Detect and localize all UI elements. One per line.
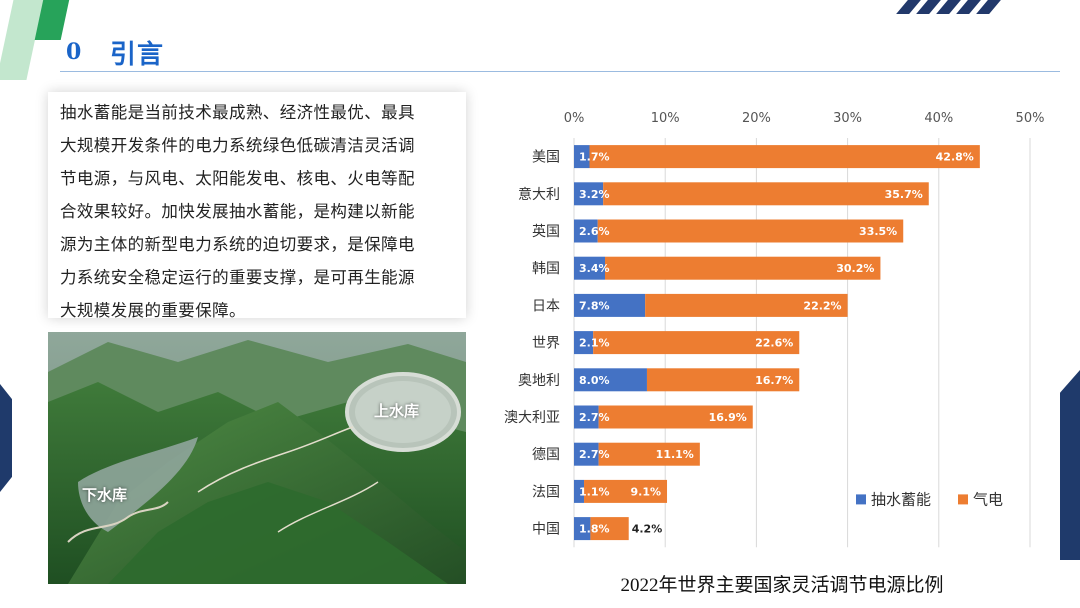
bar-gas bbox=[603, 182, 929, 206]
category-label: 法国 bbox=[532, 484, 560, 500]
category-label: 意大利 bbox=[518, 186, 560, 203]
legend-swatch-gas bbox=[958, 494, 968, 505]
legend-swatch-pumped-storage bbox=[856, 494, 866, 505]
upper-reservoir-label: 上水库 bbox=[374, 402, 420, 420]
decor-stripe-light bbox=[0, 0, 46, 80]
decor-left-bar bbox=[0, 384, 12, 492]
category-label: 奥地利 bbox=[518, 372, 560, 389]
bar-pumped-storage bbox=[574, 517, 591, 541]
data-label-gas: 33.5% bbox=[859, 225, 897, 238]
bar-pumped-storage bbox=[574, 182, 604, 206]
bar-gas bbox=[645, 293, 848, 317]
bar-gas bbox=[646, 368, 800, 392]
data-label-gas: 9.1% bbox=[631, 485, 662, 498]
data-label-pumped-storage: 1.8% bbox=[579, 523, 610, 536]
bar-pumped-storage bbox=[574, 145, 590, 169]
category-label: 英国 bbox=[532, 223, 560, 240]
data-label-gas: 22.6% bbox=[755, 337, 793, 350]
category-label: 中国 bbox=[532, 522, 560, 538]
bar-pumped-storage bbox=[574, 256, 606, 280]
intro-paragraph: 抽水蓄能是当前技术最成熟、经济性最优、最具 大规模开发条件的电力系统绿色低碳清洁… bbox=[60, 96, 454, 327]
section-number: 0 bbox=[66, 39, 82, 65]
category-label: 世界 bbox=[532, 336, 560, 352]
bar-pumped-storage bbox=[574, 368, 647, 392]
x-tick-label: 20% bbox=[742, 111, 771, 126]
intro-line: 源为主体的新型电力系统的迫切要求，是保障电 bbox=[60, 235, 415, 254]
category-label: 日本 bbox=[532, 298, 560, 314]
data-label-pumped-storage: 2.1% bbox=[579, 337, 610, 350]
data-label-gas: 22.2% bbox=[803, 299, 841, 312]
data-label-pumped-storage: 2.7% bbox=[579, 411, 610, 424]
bar-pumped-storage bbox=[574, 479, 585, 503]
legend-label-pumped-storage: 抽水蓄能 bbox=[871, 490, 931, 508]
x-tick-label: 40% bbox=[924, 111, 953, 126]
title-divider bbox=[60, 71, 1060, 72]
bar-pumped-storage bbox=[574, 219, 598, 243]
section-header: 0 引言 bbox=[66, 34, 164, 70]
data-label-gas: 16.7% bbox=[755, 374, 793, 387]
bar-pumped-storage bbox=[574, 442, 599, 466]
bar-gas bbox=[605, 256, 881, 280]
bar-gas bbox=[597, 219, 904, 243]
intro-text-box: 抽水蓄能是当前技术最成熟、经济性最优、最具 大规模开发条件的电力系统绿色低碳清洁… bbox=[48, 92, 466, 320]
bar-gas bbox=[598, 442, 700, 466]
data-label-gas: 16.9% bbox=[709, 411, 747, 424]
intro-line: 节电源，与风电、太阳能发电、核电、火电等配 bbox=[60, 169, 415, 188]
reservoir-illustration bbox=[48, 332, 466, 584]
bar-pumped-storage bbox=[574, 331, 594, 355]
bar-gas bbox=[584, 479, 668, 503]
data-label-pumped-storage: 2.7% bbox=[579, 448, 610, 461]
lower-reservoir-label: 下水库 bbox=[82, 486, 128, 504]
chart-svg: 0% 10% 20% 30% 40% 50% 美国 1.7% 42.8% 意大利 3.2% 35.7%… bbox=[504, 111, 1045, 548]
data-label-pumped-storage: 2.6% bbox=[579, 225, 610, 238]
x-tick-label: 30% bbox=[833, 111, 862, 126]
x-tick-label: 0% bbox=[564, 111, 585, 126]
data-label-pumped-storage: 1.7% bbox=[579, 151, 610, 164]
data-label-pumped-storage: 3.4% bbox=[579, 262, 610, 275]
decor-stripe-navy bbox=[976, 0, 1001, 14]
data-label-pumped-storage: 1.1% bbox=[579, 485, 610, 498]
x-tick-label: 50% bbox=[1016, 111, 1045, 126]
flexible-power-chart: 0% 10% 20% 30% 40% 50% 美国 1.7% 42.8% 意大利 3.2% 35.7%… bbox=[480, 100, 1070, 550]
category-label: 美国 bbox=[532, 150, 560, 166]
bar-gas bbox=[589, 145, 980, 169]
x-tick-label: 10% bbox=[651, 111, 680, 126]
data-label-gas: 4.2% bbox=[632, 523, 663, 536]
data-label-gas: 42.8% bbox=[936, 151, 974, 164]
intro-line: 大规模开发条件的电力系统绿色低碳清洁灵活调 bbox=[60, 136, 415, 155]
chart-title: 2022年世界主要国家灵活调节电源比例 bbox=[620, 575, 944, 596]
section-title: 引言 bbox=[110, 39, 165, 70]
data-label-gas: 35.7% bbox=[885, 188, 923, 201]
category-label: 韩国 bbox=[532, 261, 560, 277]
bar-pumped-storage bbox=[574, 405, 599, 429]
bar-gas bbox=[598, 405, 753, 429]
category-label: 德国 bbox=[532, 447, 560, 463]
decor-right-bar bbox=[1060, 370, 1080, 560]
data-label-gas: 11.1% bbox=[656, 448, 694, 461]
intro-line: 抽水蓄能是当前技术最成熟、经济性最优、最具 bbox=[60, 103, 415, 122]
intro-line: 合效果较好。加快发展抽水蓄能，是构建以新能 bbox=[60, 202, 415, 221]
intro-line: 大规模发展的重要保障。 bbox=[60, 301, 246, 320]
data-label-gas: 30.2% bbox=[836, 262, 874, 275]
data-label-pumped-storage: 8.0% bbox=[579, 374, 610, 387]
reservoir-photo: 上水库 下水库 bbox=[48, 332, 466, 584]
category-label: 澳大利亚 bbox=[504, 410, 560, 426]
bar-gas bbox=[590, 517, 629, 541]
data-label-pumped-storage: 3.2% bbox=[579, 188, 610, 201]
legend-label-gas: 气电 bbox=[973, 490, 1003, 508]
data-label-pumped-storage: 7.8% bbox=[579, 299, 610, 312]
intro-line: 力系统安全稳定运行的重要支撑，是可再生能源 bbox=[60, 268, 415, 287]
bar-pumped-storage bbox=[574, 293, 646, 317]
bar-gas bbox=[593, 331, 800, 355]
